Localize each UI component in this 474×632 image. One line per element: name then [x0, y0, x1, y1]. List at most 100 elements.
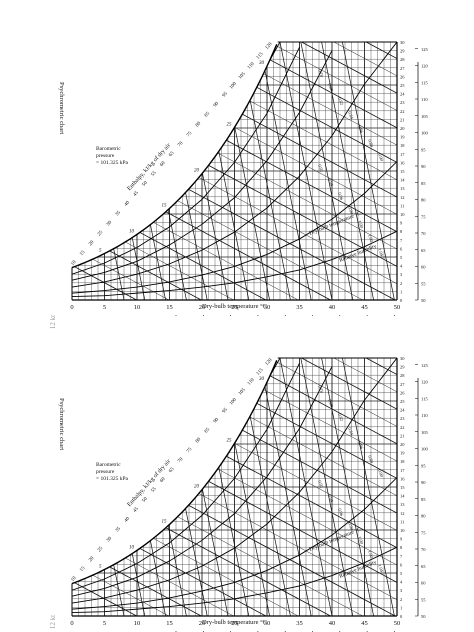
enthalpy-diagonal-tick-label: 50 [142, 180, 149, 187]
x-tick-label: 40 [329, 304, 336, 311]
enthalpy-diagonal-tick-label: 90 [213, 101, 220, 108]
specific-volume-tick-label: 0.96 [337, 508, 345, 518]
enthalpy-line [72, 358, 397, 616]
enthalpy-diagonal-tick-label: 85 [204, 427, 211, 434]
specific-volume-tick-label: 1.00 [357, 220, 365, 230]
pressure-note-line: pressure [96, 153, 115, 159]
wet-bulb-tick-label: 20 [194, 169, 200, 174]
wet-bulb-tick-label: 20 [194, 485, 200, 490]
enthalpy-diagonal-tick-label: 20 [88, 556, 95, 563]
enthalpy-line [72, 42, 397, 300]
right-axis-tick-label: 7 [400, 238, 403, 243]
right-scale-tick-label: 125 [421, 363, 429, 368]
specific-volume-line [279, 42, 333, 300]
x-tick-label: 50 [394, 620, 401, 627]
x-tick-label: 0 [70, 620, 73, 627]
enthalpy-line [72, 91, 396, 300]
right-axis-tick-label: 11 [400, 519, 404, 524]
specific-volume-tick-label: 0.94 [327, 178, 335, 188]
right-scale-tick-label: 115 [421, 396, 428, 401]
specific-volume-tick-label: 0.88 [367, 455, 375, 465]
right-axis-tick-label: 25 [400, 83, 405, 88]
x-tick-label: 25 [231, 620, 238, 627]
specific-volume-tick-label: 0.88 [367, 139, 375, 149]
right-axis-tick-label: 18 [400, 459, 405, 464]
right-scale-tick-label: 60 [421, 581, 426, 586]
enthalpy-diagonal-tick-label: 15 [79, 250, 86, 257]
x-tick-label: 20 [199, 620, 206, 627]
right-axis-tick-label: 12 [400, 511, 405, 516]
right-axis-tick-label: 4 [400, 580, 403, 585]
x-tick-label: 15 [166, 620, 173, 627]
specific-volume-line [342, 42, 395, 300]
enthalpy-line [72, 358, 397, 616]
enthalpy-diagonal-tick-label: 10 [70, 576, 77, 583]
relative-humidity-curve [72, 366, 333, 597]
wet-bulb-tick-label: 15 [162, 519, 168, 524]
specific-volume-tick-label: 0.80 [327, 83, 335, 93]
wet-bulb-tick-label: 5 [99, 565, 102, 570]
right-axis-tick-label: 29 [400, 365, 405, 370]
enthalpy-diagonal-tick-label: 100 [229, 397, 238, 406]
right-scale-tick-label: 85 [421, 497, 426, 502]
right-axis-tick-label: 13 [400, 186, 405, 191]
right-axis-tick-label: 8 [400, 545, 403, 550]
right-scale-tick-label: 100 [421, 447, 429, 452]
right-axis-tick-label: 21 [400, 117, 405, 122]
right-axis-tick-label: 14 [400, 178, 405, 183]
enthalpy-diagonal-tick-label: 40 [124, 516, 131, 523]
right-axis-tick-label: 23 [400, 416, 405, 421]
enthalpy-line [72, 528, 170, 616]
wet-bulb-tick-label: 10 [129, 545, 135, 550]
pressure-note-line: = 101.325 kPa [96, 160, 129, 166]
right-axis-tick-label: 7 [400, 554, 403, 559]
right-axis-tick-label: 16 [400, 476, 405, 481]
specific-volume-tick-label: 0.92 [317, 480, 324, 489]
specific-volume-tick-label: 0.80 [327, 399, 335, 409]
right-scale-tick-label: 110 [421, 97, 428, 102]
right-scale-tick-label: 60 [421, 265, 426, 270]
right-axis-tick-label: 28 [400, 373, 405, 378]
enthalpy-line [72, 358, 397, 616]
right-scale-tick-label: 75 [421, 530, 426, 535]
x-axis-label: Dry-bulb temperature °C [202, 619, 267, 626]
right-axis-tick-label: 29 [400, 49, 405, 54]
enthalpy-diagonal-tick-label: 120 [265, 42, 274, 51]
specific-volume-line [113, 42, 166, 300]
right-scale-tick-label: 85 [421, 181, 426, 186]
enthalpy-diagonal-tick-label: 25 [97, 546, 104, 553]
specific-volume-line [342, 358, 395, 616]
relative-humidity-curve [72, 46, 300, 275]
right-axis-tick-label: 21 [400, 433, 405, 438]
right-axis-tick-label: 22 [400, 109, 405, 114]
enthalpy-diagonal-tick-label: 80 [195, 121, 202, 128]
x-tick-label: 35 [296, 304, 303, 311]
enthalpy-diagonal-tick-label: 120 [265, 358, 274, 367]
enthalpy-line [72, 358, 397, 616]
specific-volume-tick-label: 0.90 [377, 469, 385, 479]
enthalpy-line [72, 42, 397, 300]
x-tick-label: 35 [296, 620, 303, 627]
enthalpy-diagonal-tick-label: 110 [247, 61, 256, 70]
right-scale-tick-label: 50 [421, 614, 426, 619]
right-axis-tick-label: 27 [400, 66, 405, 71]
right-scale-tick-label: 55 [421, 281, 426, 286]
enthalpy-diagonal-tick-label: 60 [160, 161, 167, 168]
enthalpy-diagonal-tick-label: 70 [177, 457, 184, 464]
relative-humidity-curve [72, 477, 397, 610]
right-axis-tick-label: 17 [400, 152, 405, 157]
specific-volume-tick-label: 0.86 [357, 125, 365, 135]
enthalpy-diagonal-tick-label: 75 [186, 131, 193, 138]
x-tick-label: 25 [231, 304, 238, 311]
enthalpy-diagonal-tick-label: 105 [238, 71, 247, 80]
wet-bulb-tick-label: 25 [227, 438, 233, 443]
right-axis-tick-label: 5 [400, 255, 403, 260]
pressure-note-line: = 101.325 kPa [96, 476, 129, 482]
right-scale-tick-label: 105 [421, 430, 429, 435]
relative-humidity-curve [72, 362, 300, 591]
right-axis-tick-label: 4 [400, 264, 403, 269]
wet-bulb-tick-label: 25 [227, 122, 233, 127]
relative-humidity-curve [72, 230, 397, 298]
specific-volume-tick-label: 1.04 [377, 564, 385, 574]
